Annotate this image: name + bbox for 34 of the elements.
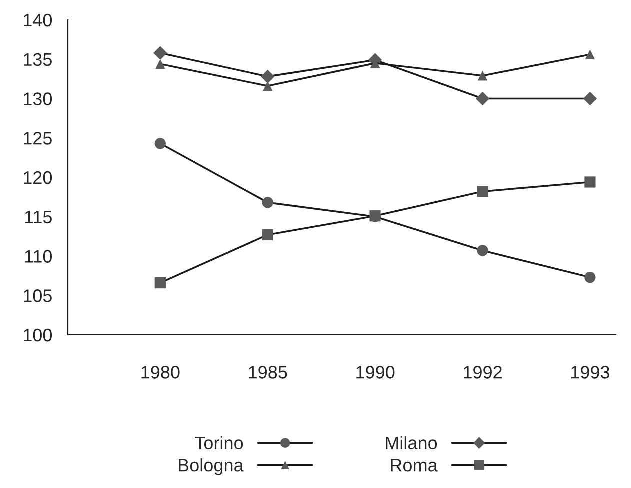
point <box>584 272 596 284</box>
legend-label: Milano <box>386 436 438 450</box>
point <box>154 277 166 289</box>
legend-label: Bologna <box>179 458 244 476</box>
y-tick-label: 115 <box>25 210 52 224</box>
y-tick-label: 105 <box>24 290 52 302</box>
legend-label: Torino <box>195 436 244 450</box>
point <box>154 46 168 60</box>
point <box>477 186 488 198</box>
point <box>583 92 598 106</box>
point <box>476 92 490 106</box>
y-tick-label: 110 <box>25 250 52 263</box>
point <box>477 245 488 256</box>
point <box>262 229 274 241</box>
y-tick-label: 100 <box>24 328 52 342</box>
x-tick-label: 1993 <box>572 366 610 379</box>
x-tick-label: 1990 <box>356 366 395 379</box>
y-tick-label: 130 <box>24 92 52 106</box>
point <box>262 197 274 208</box>
point <box>584 176 596 188</box>
x-tick-label: 1980 <box>142 366 180 379</box>
legend-label: Roma <box>391 459 438 472</box>
point <box>156 59 166 69</box>
point <box>478 71 488 81</box>
y-tick-label: 120 <box>24 171 52 184</box>
point <box>154 138 166 150</box>
point <box>262 81 273 92</box>
x-tick-label: 1985 <box>249 366 288 379</box>
point <box>260 70 275 84</box>
y-tick-label: 125 <box>24 132 52 145</box>
x-tick-label: 1992 <box>464 366 502 379</box>
y-tick-label: 135 <box>24 53 52 66</box>
y-tick-label: 140 <box>24 14 52 27</box>
point <box>585 50 596 60</box>
